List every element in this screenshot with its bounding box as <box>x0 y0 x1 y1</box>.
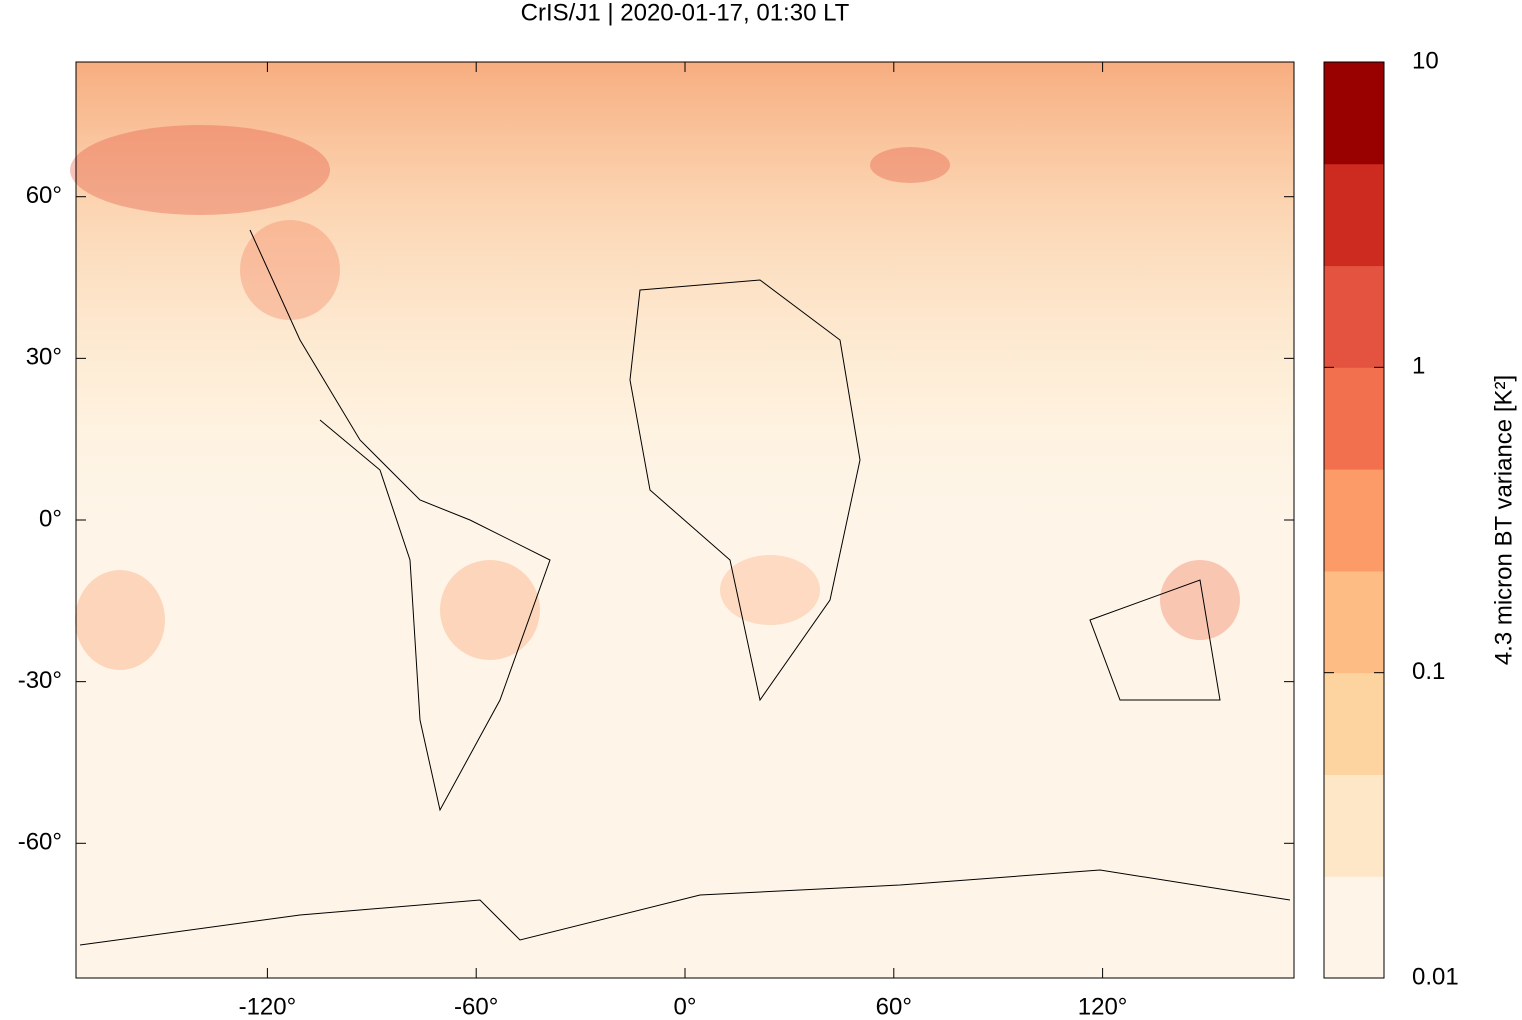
y-tick-label: 30° <box>26 344 62 371</box>
color-band <box>1324 469 1384 572</box>
color-band <box>1324 774 1384 877</box>
x-tick-label: 0° <box>674 993 697 1020</box>
x-tick-label: -120° <box>239 993 297 1020</box>
colorbar-tick-label: 1 <box>1412 353 1425 380</box>
color-band <box>1324 570 1384 674</box>
color-band <box>1324 876 1384 979</box>
colorbar-frame <box>1323 61 1385 979</box>
colorbar-label: 4.3 micron BT variance [K²] <box>1490 375 1517 665</box>
colorbar-tick-label: 10 <box>1412 47 1439 74</box>
color-band <box>1324 62 1384 165</box>
y-tick-label: 60° <box>26 182 62 209</box>
y-tick-label: 0° <box>39 505 62 532</box>
y-tick-label: -30° <box>18 667 62 694</box>
colorbar-tick-label: 0.1 <box>1412 658 1445 685</box>
map-field <box>70 62 1294 978</box>
colorbar-tick-label: 0.01 <box>1412 963 1459 990</box>
color-band <box>1324 163 1384 267</box>
x-tick-label: 120° <box>1078 993 1128 1020</box>
color-band <box>1324 367 1384 470</box>
x-tick-label: -60° <box>454 993 498 1020</box>
chart-title: CrIS/J1 | 2020-01-17, 01:30 LT <box>521 0 850 26</box>
x-tick-label: 60° <box>876 993 912 1020</box>
y-tick-label: -60° <box>18 829 62 856</box>
color-band <box>1324 265 1384 368</box>
color-band <box>1324 672 1384 775</box>
